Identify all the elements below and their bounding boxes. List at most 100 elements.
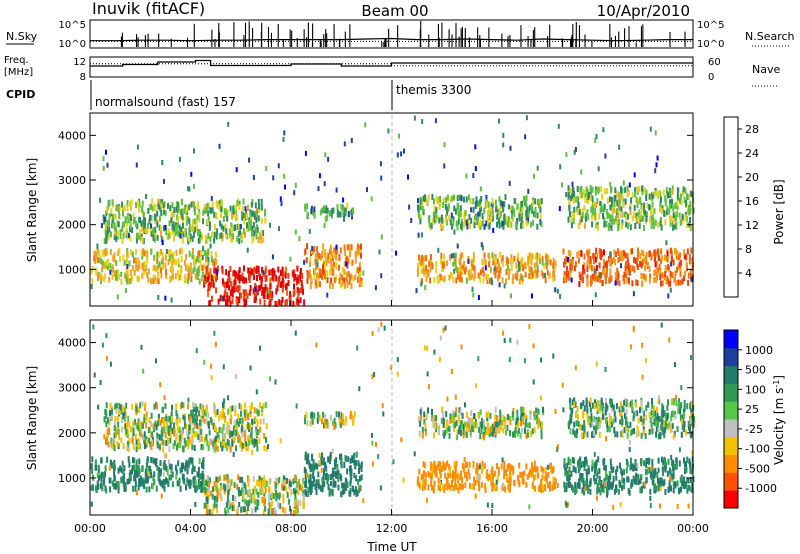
power-cell (165, 229, 168, 236)
power-cell (229, 266, 232, 272)
power-cell (126, 212, 129, 219)
velocity-cell (199, 428, 202, 435)
power-cell (685, 193, 688, 200)
velocity-cell (447, 425, 450, 432)
velocity-cell (240, 404, 243, 411)
power-cell (203, 278, 206, 285)
velocity-cell (346, 468, 349, 475)
power-cell (501, 255, 504, 262)
velocity-cell (304, 488, 307, 495)
velocity-cell (140, 479, 143, 486)
velocity-cell (611, 401, 614, 408)
power-cell (147, 208, 150, 214)
power-cell (527, 259, 530, 266)
velocity-cell (623, 469, 625, 475)
power-cell (481, 213, 484, 219)
velocity-cell (355, 451, 358, 458)
velocity-cell (137, 465, 140, 471)
power-cell (641, 260, 644, 267)
power-cell (143, 222, 146, 229)
velocity-cell (193, 445, 196, 451)
velocity-cell (308, 462, 311, 469)
velocity-cell (235, 430, 238, 436)
power-cell (646, 261, 649, 268)
velocity-cell (198, 436, 201, 443)
velocity-cell (138, 420, 141, 427)
power-cell (659, 206, 661, 213)
velocity-cell (524, 421, 527, 428)
power-cell (188, 186, 191, 192)
velocity-cell (582, 482, 585, 489)
velocity-cell (356, 489, 359, 496)
velocity-cell (144, 443, 146, 450)
power-cell (570, 195, 572, 202)
power-cell (604, 153, 607, 159)
power-cell (446, 194, 449, 201)
power-cell (487, 252, 490, 259)
velocity-cell (165, 477, 167, 484)
velocity-cell (107, 417, 109, 424)
velocity-cell (460, 423, 463, 430)
power-cell (577, 257, 580, 264)
velocity-cell (344, 416, 347, 423)
power-cell (170, 268, 173, 275)
power-cell (258, 203, 261, 210)
velocity-cell (567, 481, 570, 488)
velocity-cell (272, 493, 275, 500)
velocity-cell (285, 486, 288, 493)
power-cell (633, 266, 636, 273)
velocity-cell (327, 483, 330, 490)
velocity-cell (466, 411, 468, 418)
power-cell (626, 185, 629, 192)
power-cell (235, 204, 238, 211)
power-cell (132, 212, 135, 219)
power-cell (104, 228, 107, 235)
power-cell (360, 277, 363, 284)
power-cell (438, 204, 441, 210)
power-cell (161, 251, 164, 258)
power-cell (214, 257, 217, 264)
power-cell (328, 255, 331, 262)
power-cell (578, 280, 581, 287)
velocity-cell (99, 482, 102, 489)
power-cell (99, 257, 102, 264)
power-cell (197, 230, 199, 237)
power-cell (108, 276, 111, 283)
power-cell (596, 198, 599, 204)
power-cell (686, 209, 689, 216)
power-cell (679, 252, 681, 259)
velocity-cell (171, 471, 174, 478)
power-cell (277, 266, 280, 273)
power-cell (521, 275, 524, 282)
velocity-cell (267, 485, 270, 492)
velocity-cell (322, 474, 325, 481)
power-cell (153, 236, 156, 243)
velocity-cell (548, 482, 551, 489)
power-cell (562, 248, 565, 255)
power-cell (639, 196, 642, 203)
velocity-cell (256, 504, 259, 510)
velocity-cell (245, 500, 248, 507)
freq-label-line1: Freq. (4, 55, 29, 66)
power-cell (327, 156, 330, 162)
power-cell (245, 209, 247, 216)
velocity-cell (278, 477, 281, 484)
power-cell (131, 251, 134, 258)
power-cell (215, 275, 218, 282)
power-cell (502, 223, 505, 230)
velocity-cell (209, 416, 212, 423)
power-cell (487, 201, 490, 208)
power-cell (122, 210, 124, 217)
velocity-cell (612, 475, 615, 482)
power-cell (100, 223, 103, 229)
velocity-cell (489, 475, 492, 481)
power-cell (610, 187, 612, 194)
velocity-cell (473, 476, 476, 483)
velocity-cell (324, 422, 327, 429)
velocity-cell (258, 480, 260, 487)
power-cell (339, 282, 342, 289)
velocity-cell (245, 409, 248, 416)
velocity-cell (503, 473, 505, 480)
power-cell (623, 271, 626, 278)
power-cell (606, 260, 609, 267)
